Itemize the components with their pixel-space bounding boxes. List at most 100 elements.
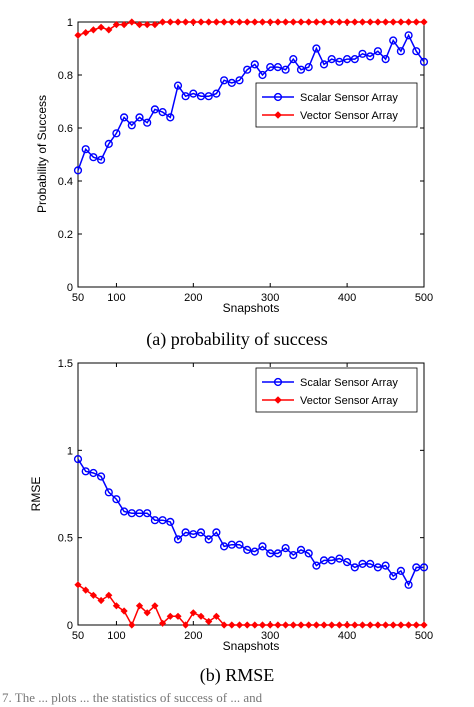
data-point-vector-sensor-array	[174, 612, 182, 620]
x-tick-label: 100	[107, 630, 125, 642]
data-point-vector-sensor-array	[289, 621, 297, 629]
data-point-scalar-sensor-array	[96, 472, 106, 481]
data-point-vector-sensor-array	[120, 607, 128, 615]
data-point-scalar-sensor-array	[327, 556, 336, 565]
data-point-scalar-sensor-array	[389, 571, 398, 581]
data-point-scalar-sensor-array	[189, 89, 198, 98]
data-point-vector-sensor-array	[412, 18, 420, 26]
data-point-vector-sensor-array	[220, 621, 228, 629]
x-tick-label: 50	[72, 292, 84, 304]
data-point-scalar-sensor-array	[73, 166, 83, 175]
data-point-vector-sensor-array	[212, 612, 220, 620]
legend-box	[255, 82, 418, 128]
data-point-vector-sensor-array	[258, 621, 267, 629]
data-point-scalar-sensor-array	[135, 113, 144, 122]
data-point-scalar-sensor-array	[235, 76, 244, 85]
data-point-vector-sensor-array	[343, 18, 351, 26]
data-point-vector-sensor-array	[243, 621, 251, 629]
data-point-vector-sensor-array	[374, 621, 382, 629]
data-point-scalar-sensor-array	[81, 467, 90, 476]
data-point-scalar-sensor-array	[358, 49, 367, 58]
data-point-scalar-sensor-array	[312, 44, 321, 53]
data-point-scalar-sensor-array	[389, 36, 398, 45]
data-point-vector-sensor-array	[251, 18, 259, 26]
data-point-vector-sensor-array	[274, 621, 282, 629]
data-point-vector-sensor-array	[197, 612, 205, 620]
data-point-vector-sensor-array	[412, 621, 420, 629]
data-point-vector-sensor-array	[189, 18, 197, 26]
data-point-scalar-sensor-array	[335, 57, 344, 66]
data-point-scalar-sensor-array	[212, 528, 221, 537]
data-point-vector-sensor-array	[143, 21, 151, 29]
data-point-vector-sensor-array	[97, 23, 105, 31]
data-point-vector-sensor-array	[282, 621, 290, 629]
data-point-scalar-sensor-array	[196, 528, 206, 537]
data-point-scalar-sensor-array	[266, 549, 275, 558]
data-point-vector-sensor-array	[189, 609, 197, 617]
data-point-vector-sensor-array	[374, 18, 382, 26]
legend-marker-vector	[274, 396, 282, 404]
data-point-scalar-sensor-array	[335, 554, 344, 563]
data-point-vector-sensor-array	[182, 18, 190, 26]
legend-label-vector: Vector Sensor Array	[300, 110, 398, 122]
data-point-vector-sensor-array	[366, 18, 374, 26]
data-point-scalar-sensor-array	[312, 561, 321, 570]
data-point-scalar-sensor-array	[189, 530, 198, 539]
data-point-vector-sensor-array	[320, 621, 328, 629]
data-point-vector-sensor-array	[235, 18, 244, 26]
data-point-scalar-sensor-array	[289, 550, 298, 560]
data-point-scalar-sensor-array	[112, 495, 121, 504]
data-point-vector-sensor-array	[89, 26, 97, 34]
data-point-scalar-sensor-array	[227, 78, 236, 88]
y-axis-label: Probability of Success	[35, 95, 49, 213]
data-point-vector-sensor-array	[351, 621, 359, 629]
data-point-scalar-sensor-array	[350, 54, 359, 64]
data-point-scalar-sensor-array	[220, 76, 229, 85]
x-tick-label: 300	[261, 630, 279, 642]
data-point-vector-sensor-array	[135, 602, 144, 610]
data-point-vector-sensor-array	[151, 602, 159, 610]
y-tick-label: 0.5	[58, 533, 73, 545]
legend-label-scalar: Scalar Sensor Array	[300, 92, 398, 104]
data-point-scalar-sensor-array	[296, 545, 306, 555]
data-point-vector-sensor-array	[420, 18, 428, 26]
data-point-vector-sensor-array	[82, 29, 90, 37]
data-point-vector-sensor-array	[128, 621, 136, 629]
data-point-scalar-sensor-array	[304, 549, 313, 558]
data-point-scalar-sensor-array	[366, 52, 375, 61]
data-point-scalar-sensor-array	[258, 542, 267, 551]
data-point-scalar-sensor-array	[143, 509, 152, 518]
data-point-scalar-sensor-array	[273, 549, 283, 558]
x-tick-label: 200	[184, 292, 202, 304]
data-point-vector-sensor-array	[205, 18, 213, 26]
data-point-scalar-sensor-array	[96, 155, 106, 164]
data-point-vector-sensor-array	[389, 18, 397, 26]
x-tick-label: 100	[107, 292, 125, 304]
data-point-scalar-sensor-array	[89, 153, 98, 162]
data-point-scalar-sensor-array	[235, 540, 244, 549]
data-point-vector-sensor-array	[74, 31, 82, 39]
data-point-vector-sensor-array	[305, 18, 313, 26]
data-point-scalar-sensor-array	[112, 129, 121, 138]
x-tick-label: 400	[338, 292, 356, 304]
data-point-vector-sensor-array	[335, 18, 343, 26]
data-point-scalar-sensor-array	[381, 54, 390, 64]
data-point-vector-sensor-array	[382, 621, 390, 629]
chart-panel-b: 50 100 200 300 400 500 0 0.5 1 1.5 Snapshots RMS…	[29, 358, 433, 686]
chart-panel-a: 50 100 200 300 400 500 0 0.2 0.4 0.6 0.8 1 Snapsho…	[35, 17, 433, 350]
data-point-scalar-sensor-array	[181, 92, 190, 101]
y-tick-label: 0	[67, 282, 73, 294]
plot-frame	[77, 21, 425, 288]
x-tick-label: 300	[261, 292, 279, 304]
data-point-scalar-sensor-array	[404, 580, 413, 589]
data-point-scalar-sensor-array	[166, 517, 175, 527]
data-point-scalar-sensor-array	[319, 556, 329, 565]
data-point-vector-sensor-array	[405, 18, 413, 26]
data-point-vector-sensor-array	[235, 621, 244, 629]
data-point-scalar-sensor-array	[227, 540, 236, 549]
data-point-vector-sensor-array	[243, 18, 251, 26]
data-point-scalar-sensor-array	[358, 559, 367, 569]
x-axis-label: Snapshots	[223, 639, 280, 653]
data-point-scalar-sensor-array	[327, 54, 336, 64]
data-point-vector-sensor-array	[274, 18, 282, 26]
